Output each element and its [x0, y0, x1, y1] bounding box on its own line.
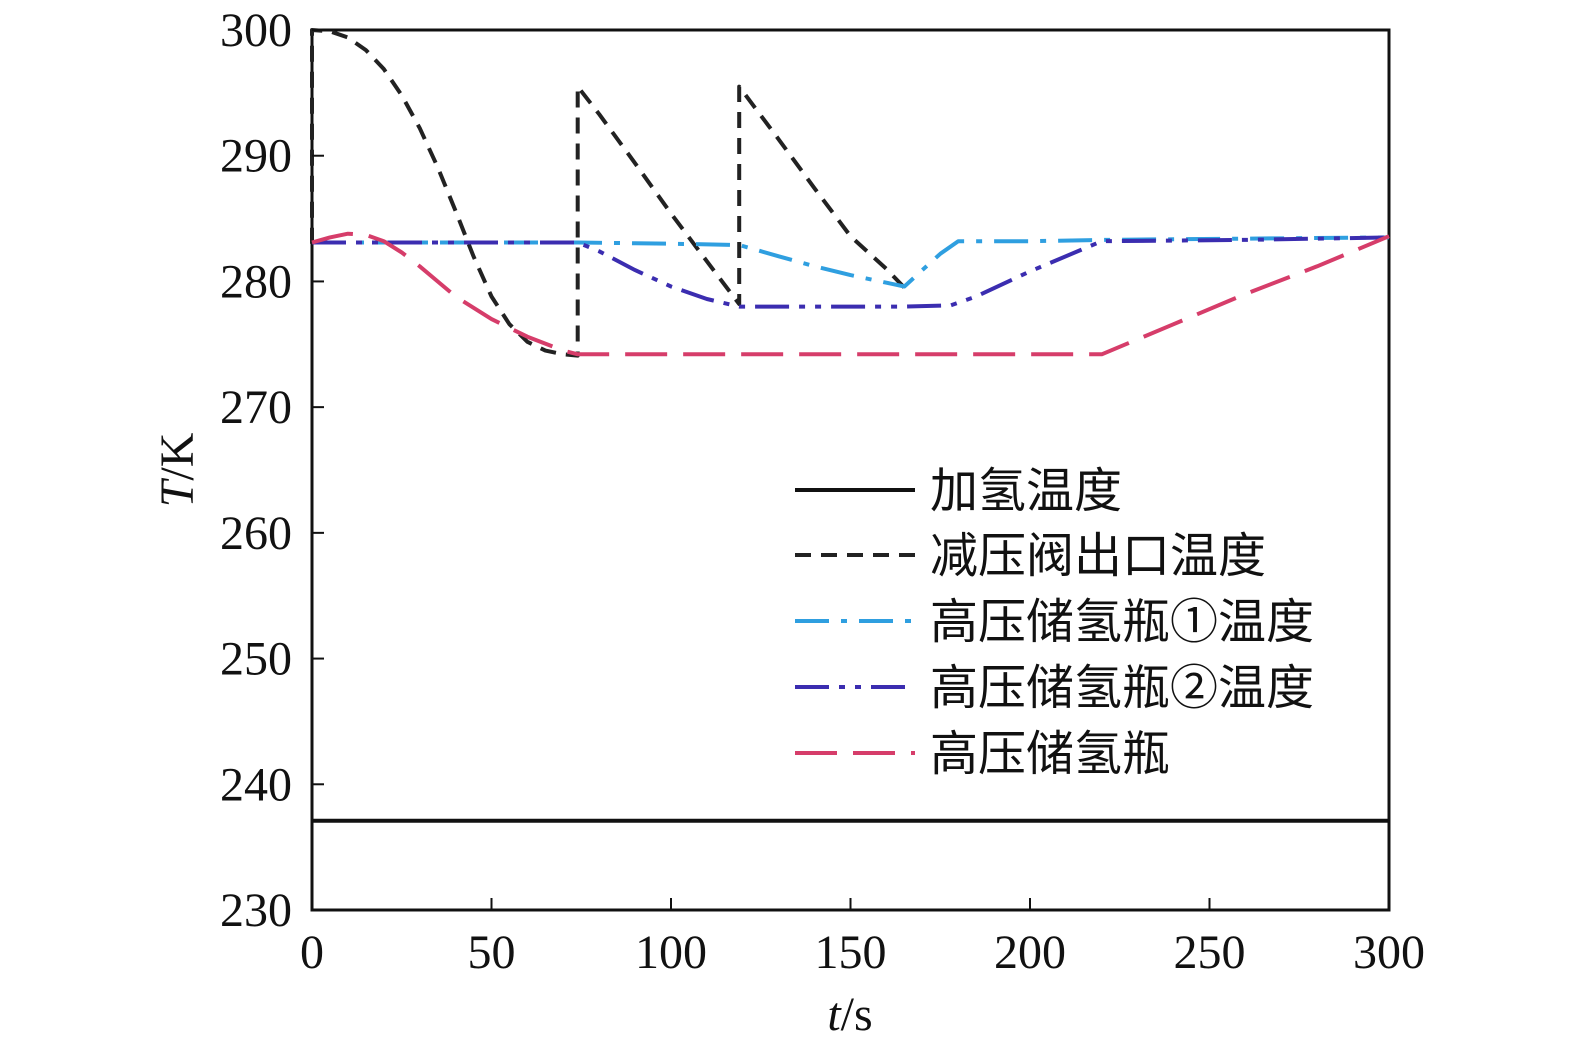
- x-axis-label: t/s: [827, 988, 872, 1041]
- legend-label-3: 高压储氢瓶①温度: [930, 596, 1314, 649]
- x-tick-label: 150: [815, 926, 887, 979]
- y-tick-label: 290: [220, 130, 292, 183]
- y-tick-label: 230: [220, 884, 292, 937]
- legend-label-1: 加氢温度: [930, 465, 1122, 518]
- x-tick-label: 0: [300, 926, 324, 979]
- y-tick-label: 270: [220, 381, 292, 434]
- y-tick-label: 300: [220, 4, 292, 57]
- series-line-5: [311, 231, 1390, 357]
- series-line-3: [312, 235, 1390, 289]
- y-tick-label: 240: [220, 758, 292, 811]
- y-tick-label: 280: [220, 255, 292, 308]
- x-tick-label: 300: [1353, 926, 1425, 979]
- legend-label-2: 减压阀出口温度: [930, 530, 1266, 583]
- series-line-4: [312, 235, 1390, 309]
- series-layer: [310, 28, 1390, 823]
- y-axis-label: T/K: [151, 432, 204, 507]
- legend-label-5: 高压储氢瓶: [930, 728, 1170, 781]
- ticks-layer: 0 50 100 150 200 250 300 230 240 250 260 270 280 290 3…: [220, 4, 1425, 979]
- series-line-2: [310, 28, 906, 358]
- legend-label-4: 高压储氢瓶②温度: [930, 662, 1314, 715]
- x-tick-label: 50: [468, 926, 516, 979]
- x-tick-label: 100: [635, 926, 707, 979]
- x-tick-label: 250: [1174, 926, 1246, 979]
- x-tick-label: 200: [994, 926, 1066, 979]
- y-tick-label: 250: [220, 633, 292, 686]
- y-tick-label: 260: [220, 507, 292, 560]
